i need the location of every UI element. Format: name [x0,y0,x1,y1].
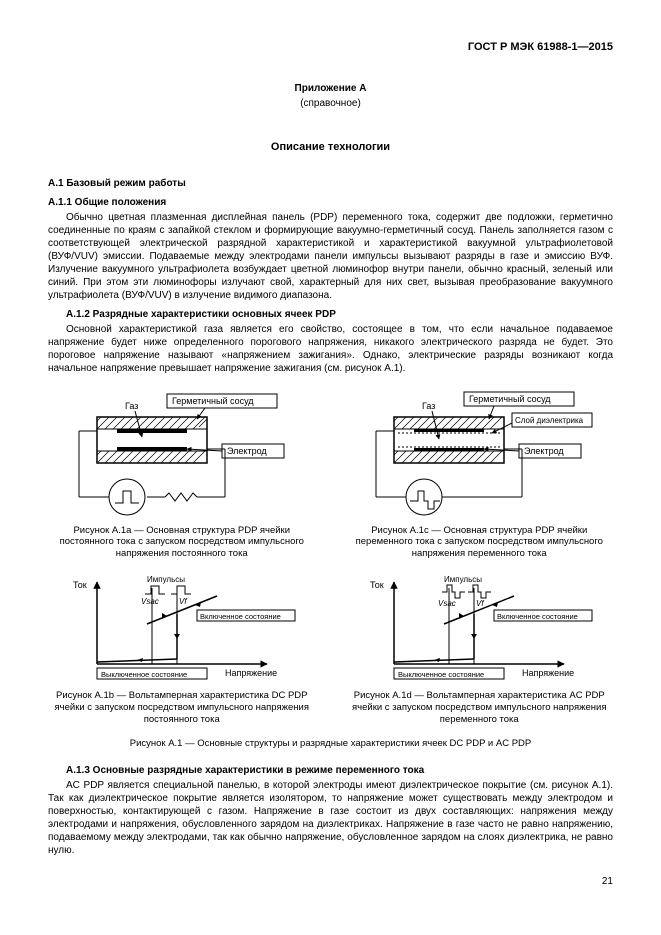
label-off: Выключенное состояние [101,670,187,679]
heading-a1: А.1 Базовый режим работы [48,177,613,190]
label-vessel-c: Герметичный сосуд [469,394,551,404]
heading-a13: А.1.3 Основные разрядные характеристики … [48,764,613,777]
main-figure-caption: Рисунок А.1 — Основные структуры и разря… [48,738,613,750]
label-electrode-c: Электрод [524,446,564,456]
label-gas-c: Газ [422,401,435,411]
label-vessel: Герметичный сосуд [172,396,254,406]
label-imp-d: Импульсы [444,575,482,584]
doc-header: ГОСТ Р МЭК 61988-1—2015 [48,40,613,54]
axis-y-tok: Ток [73,580,87,590]
figure-a1c: Газ Герметичный сосуд Слой диэлектрика Э… [346,389,614,561]
diagram-a1a: Газ Герметичный сосуд Электрод [67,389,297,519]
section-title: Описание технологии [48,140,613,154]
figure-a1d: Ток Напряжение Импульсы Vsac Vf Включенн… [346,574,614,726]
figure-a1b: Ток Напряжение Импульсы Vsac Vf Включенн… [48,574,316,726]
diagram-a1c: Газ Герметичный сосуд Слой диэлектрика Э… [364,389,594,519]
graph-a1d: Ток Напряжение Импульсы Vsac Vf Включенн… [364,574,594,684]
label-vf-d: Vf [476,599,484,608]
heading-a12: А.1.2 Разрядные характеристики основных … [48,308,613,321]
axis-x-volt: Напряжение [225,668,277,678]
label-electrode: Электрод [227,446,267,456]
label-vsac: Vsac [141,597,159,606]
para-a12: Основной характеристикой газа является е… [48,323,613,375]
para-a13: AC PDP является специальной панелью, в к… [48,779,613,857]
caption-a1b: Рисунок А.1b — Вольтамперная характерист… [48,690,316,726]
page-number: 21 [48,875,613,888]
caption-a1c: Рисунок А.1c — Основная структура PDP яч… [346,525,614,561]
label-vf: Vf [179,597,187,606]
axis-y-tok-d: Ток [370,580,384,590]
caption-a1a: Рисунок А.1a — Основная структура PDP яч… [48,525,316,561]
appendix-subtitle: (справочное) [48,97,613,110]
para-a11: Обычно цветная плазменная дисплейная пан… [48,211,613,302]
heading-a11: А.1.1 Общие положения [48,196,613,209]
label-gas: Газ [125,401,138,411]
label-on: Включенное состояние [200,612,281,621]
label-on-d: Включенное состояние [497,612,578,621]
figure-row-1: Газ Герметичный сосуд Электрод Рисунок А… [48,389,613,561]
label-imp: Импульсы [147,575,185,584]
label-off-d: Выключенное состояние [398,670,484,679]
figure-row-2: Ток Напряжение Импульсы Vsac Vf Включенн… [48,574,613,726]
label-dielectric: Слой диэлектрика [515,416,584,425]
axis-x-volt-d: Напряжение [522,668,574,678]
label-vsac-d: Vsac [438,599,456,608]
appendix-title: Приложение А [48,82,613,95]
figure-a1a: Газ Герметичный сосуд Электрод Рисунок А… [48,389,316,561]
caption-a1d: Рисунок А.1d — Вольтамперная характерист… [346,690,614,726]
graph-a1b: Ток Напряжение Импульсы Vsac Vf Включенн… [67,574,297,684]
